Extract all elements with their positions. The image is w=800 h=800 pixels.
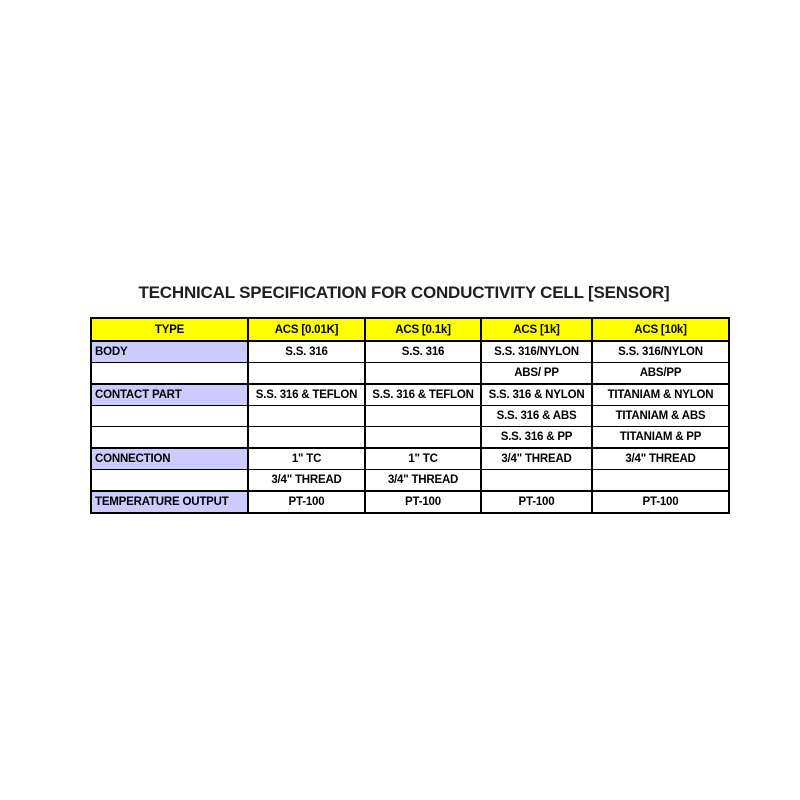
- table-cell: ABS/ PP: [480, 362, 593, 385]
- table-row-contact-part-3: S.S. 316 & PP TITANIAM & PP: [90, 426, 730, 449]
- table-row-connection: CONNECTION 1" TC 1" TC 3/4" THREAD 3/4" …: [90, 447, 730, 470]
- column-header-type: TYPE: [90, 317, 249, 342]
- table-cell: S.S. 316: [364, 340, 482, 363]
- table-cell: 3/4" THREAD: [591, 447, 730, 470]
- table-cell: S.S. 316/NYLON: [591, 340, 730, 363]
- table-cell: PT-100: [480, 490, 593, 514]
- table-cell: [247, 405, 366, 427]
- row-label: [90, 469, 249, 492]
- table-row-body: BODY S.S. 316 S.S. 316 S.S. 316/NYLON S.…: [90, 340, 730, 363]
- table-cell: PT-100: [247, 490, 366, 514]
- table-cell: S.S. 316 & ABS: [480, 405, 593, 427]
- table-cell: [480, 469, 593, 492]
- table-cell: S.S. 316: [247, 340, 366, 363]
- row-label: [90, 405, 249, 427]
- table-cell: [364, 405, 482, 427]
- table-cell: 1" TC: [364, 447, 482, 470]
- column-header-acs-001k: ACS [0.01K]: [247, 317, 366, 342]
- table-cell: PT-100: [591, 490, 730, 514]
- row-label: [90, 426, 249, 449]
- column-header-acs-01k: ACS [0.1k]: [364, 317, 482, 342]
- table-cell: TITANIAM & PP: [591, 426, 730, 449]
- table-cell: 3/4" THREAD: [480, 447, 593, 470]
- table-cell: [364, 426, 482, 449]
- table-cell: 1" TC: [247, 447, 366, 470]
- table-row-temperature-output: TEMPERATURE OUTPUT PT-100 PT-100 PT-100 …: [90, 490, 730, 514]
- table-cell: TITANIAM & NYLON: [591, 383, 730, 406]
- table-cell: PT-100: [364, 490, 482, 514]
- table-cell: S.S. 316/NYLON: [480, 340, 593, 363]
- row-label: BODY: [90, 340, 249, 363]
- table-cell: S.S. 316 & TEFLON: [247, 383, 366, 406]
- spec-table: TYPE ACS [0.01K] ACS [0.1k] ACS [1k] ACS…: [90, 317, 730, 514]
- table-cell: ABS/PP: [591, 362, 730, 385]
- column-header-acs-10k: ACS [10k]: [591, 317, 730, 342]
- table-cell: [591, 469, 730, 492]
- row-label: CONNECTION: [90, 447, 249, 470]
- row-label: [90, 362, 249, 385]
- table-cell: S.S. 316 & NYLON: [480, 383, 593, 406]
- header-row: TYPE ACS [0.01K] ACS [0.1k] ACS [1k] ACS…: [90, 317, 730, 342]
- table-cell: [247, 362, 366, 385]
- row-label: TEMPERATURE OUTPUT: [90, 490, 249, 514]
- table-cell: S.S. 316 & TEFLON: [364, 383, 482, 406]
- page-title: TECHNICAL SPECIFICATION FOR CONDUCTIVITY…: [138, 283, 670, 302]
- table-cell: S.S. 316 & PP: [480, 426, 593, 449]
- table-row-connection-2: 3/4" THREAD 3/4" THREAD: [90, 469, 730, 492]
- table-row-contact-part: CONTACT PART S.S. 316 & TEFLON S.S. 316 …: [90, 383, 730, 406]
- table-row-body-2: ABS/ PP ABS/PP: [90, 362, 730, 385]
- table-cell: 3/4" THREAD: [247, 469, 366, 492]
- column-header-acs-1k: ACS [1k]: [480, 317, 593, 342]
- table-cell: 3/4" THREAD: [364, 469, 482, 492]
- table-row-contact-part-2: S.S. 316 & ABS TITANIAM & ABS: [90, 405, 730, 427]
- table-cell: [247, 426, 366, 449]
- table-cell: [364, 362, 482, 385]
- table-cell: TITANIAM & ABS: [591, 405, 730, 427]
- row-label: CONTACT PART: [90, 383, 249, 406]
